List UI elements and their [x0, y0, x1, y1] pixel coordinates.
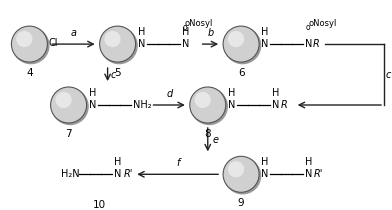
Text: 8: 8 — [205, 129, 211, 139]
Circle shape — [55, 92, 72, 108]
Text: c: c — [386, 70, 391, 80]
Text: a: a — [71, 28, 76, 38]
Text: H: H — [89, 88, 96, 98]
Text: N: N — [305, 169, 312, 179]
Circle shape — [223, 156, 259, 192]
Text: H: H — [261, 157, 269, 167]
Text: N: N — [89, 100, 96, 110]
Text: 7: 7 — [65, 129, 72, 139]
Text: H: H — [305, 157, 312, 167]
Circle shape — [191, 88, 227, 125]
Text: 5: 5 — [114, 68, 121, 78]
Circle shape — [51, 87, 87, 123]
Circle shape — [223, 26, 259, 62]
Circle shape — [52, 88, 88, 125]
Circle shape — [228, 161, 244, 177]
Circle shape — [190, 87, 226, 123]
Text: H₂N: H₂N — [61, 169, 79, 179]
Text: H: H — [181, 27, 189, 37]
Circle shape — [104, 31, 121, 47]
Text: R': R' — [123, 169, 132, 179]
Circle shape — [228, 31, 244, 47]
Text: 10: 10 — [93, 200, 106, 210]
Circle shape — [16, 31, 33, 47]
Circle shape — [194, 92, 211, 108]
Text: H: H — [114, 157, 122, 167]
Text: H: H — [261, 27, 269, 37]
Text: R': R' — [314, 169, 323, 179]
Circle shape — [13, 28, 49, 64]
Text: oNosyl: oNosyl — [185, 19, 213, 28]
Text: e: e — [213, 135, 219, 145]
Text: NH₂: NH₂ — [132, 100, 151, 110]
Text: 4: 4 — [26, 68, 33, 78]
Text: 6: 6 — [238, 68, 244, 78]
Text: o: o — [183, 23, 187, 32]
Text: H: H — [272, 88, 279, 98]
Text: d: d — [166, 89, 172, 99]
Text: oNosyl: oNosyl — [308, 19, 336, 28]
Text: 9: 9 — [238, 198, 244, 208]
Text: o: o — [306, 23, 311, 32]
Text: Cl: Cl — [48, 38, 58, 48]
Text: N: N — [261, 169, 269, 179]
Text: N: N — [138, 39, 145, 49]
Text: c: c — [111, 70, 116, 80]
Circle shape — [225, 28, 261, 64]
Text: N: N — [272, 100, 279, 110]
Text: N: N — [228, 100, 236, 110]
Text: H: H — [138, 27, 145, 37]
Text: f: f — [176, 158, 180, 168]
Text: R: R — [281, 100, 287, 110]
Text: R: R — [313, 39, 320, 49]
Text: N: N — [305, 39, 312, 49]
Text: N: N — [181, 39, 189, 49]
Circle shape — [100, 26, 136, 62]
Text: b: b — [207, 28, 214, 38]
Text: N: N — [114, 169, 122, 179]
Circle shape — [225, 158, 261, 194]
Circle shape — [11, 26, 47, 62]
Circle shape — [101, 28, 137, 64]
Text: H: H — [228, 88, 236, 98]
Text: N: N — [261, 39, 269, 49]
